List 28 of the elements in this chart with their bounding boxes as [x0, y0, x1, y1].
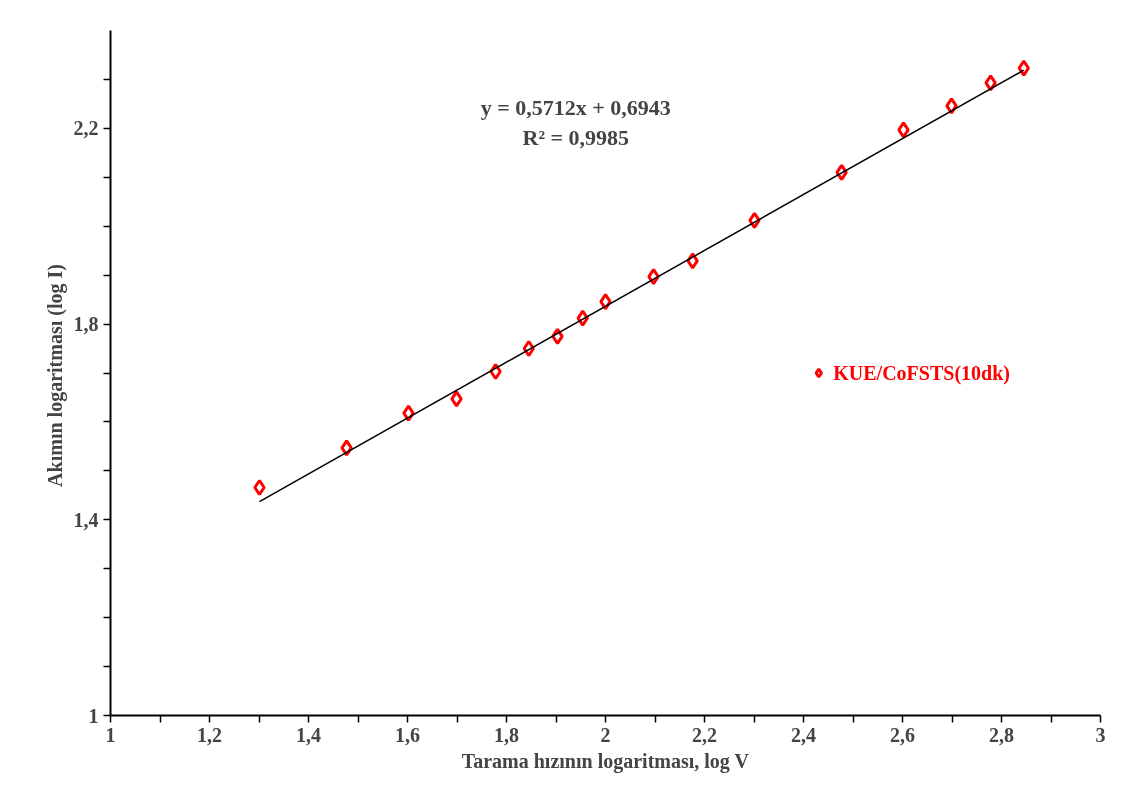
annotation: R² = 0,9985	[522, 125, 630, 151]
y-tick-label: 1,8	[73, 313, 99, 336]
x-tick-label: 2,4	[791, 723, 816, 746]
point	[1017, 59, 1030, 77]
y-axis-title: Akımın logaritması (log I)	[43, 264, 67, 487]
x-tick-label: 1,6	[395, 723, 420, 746]
x-tick-label: 1	[105, 723, 116, 746]
point	[945, 97, 958, 115]
y-tick-label: 2,2	[73, 117, 99, 140]
x-tick-label: 1,2	[197, 723, 222, 746]
x-tick-label: 2,6	[890, 723, 915, 746]
point	[984, 74, 997, 92]
point	[253, 478, 266, 496]
point	[402, 404, 415, 422]
x-tick-label: 2,8	[989, 723, 1014, 746]
x-tick-label: 2,2	[692, 723, 717, 746]
x-tick-label: 2	[600, 723, 611, 746]
x-axis-title: Tarama hızının logaritması, log V	[461, 749, 750, 773]
y-tick-label: 1	[88, 704, 99, 727]
point	[340, 439, 353, 457]
x-tick-label: 1,8	[494, 723, 519, 746]
x-tick-label: 1,4	[296, 723, 321, 746]
y-tick-label: 1,4	[73, 508, 99, 531]
legend-label: KUE/CoFSTS(10dk)	[833, 361, 1010, 384]
point	[450, 390, 463, 408]
annotation: y = 0,5712x + 0,6943	[480, 94, 671, 120]
x-tick-label: 3	[1095, 723, 1106, 746]
point	[897, 121, 910, 139]
